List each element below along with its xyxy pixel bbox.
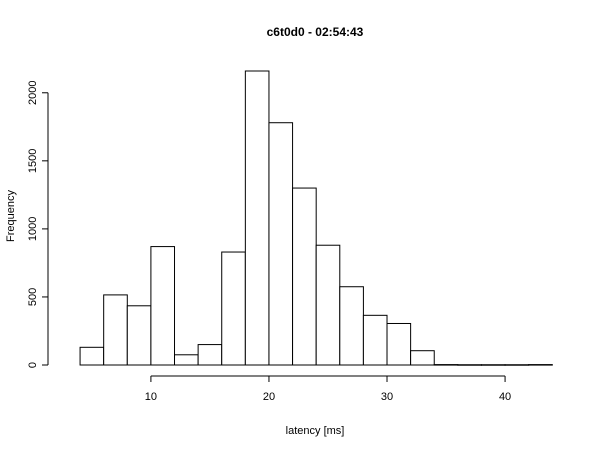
y-tick-label: 1500	[27, 149, 39, 173]
y-tick-label: 1000	[27, 217, 39, 241]
histogram-bars	[79, 70, 553, 366]
histogram-bar	[126, 305, 152, 366]
x-tick-label: 10	[145, 391, 157, 403]
chart-title: c6t0d0 - 02:54:43	[267, 25, 364, 39]
histogram-bar	[221, 251, 246, 366]
histogram-bar	[103, 294, 128, 366]
x-axis: 10 20 30 40	[145, 375, 511, 403]
histogram-bar	[197, 344, 223, 366]
histogram-bar	[150, 246, 176, 366]
histogram-bar	[480, 364, 506, 366]
histogram-bar	[79, 346, 105, 366]
histogram-bar	[362, 314, 388, 366]
histogram-bar	[457, 364, 482, 366]
y-axis-label: Frequency	[5, 190, 17, 242]
y-tick-label: 0	[27, 362, 39, 368]
x-axis-label: latency [ms]	[286, 425, 345, 437]
histogram-bar	[386, 322, 412, 366]
y-tick-label: 500	[27, 288, 39, 306]
histogram-bar	[528, 364, 553, 366]
histogram-bar	[410, 350, 435, 366]
histogram-bar	[315, 244, 341, 366]
histogram-bar	[504, 364, 530, 366]
x-tick-label: 30	[381, 391, 393, 403]
y-tick-label: 2000	[27, 81, 39, 105]
x-tick-label: 40	[499, 391, 511, 403]
histogram-bar	[174, 354, 199, 366]
histogram-bar	[268, 122, 294, 366]
y-axis: 0 500 1000 1500 2000	[27, 81, 49, 368]
x-tick-label: 20	[263, 391, 275, 403]
histogram-bar	[292, 187, 317, 366]
histogram-bar	[433, 364, 459, 366]
histogram-bar	[244, 70, 270, 366]
histogram-bar	[339, 286, 364, 366]
